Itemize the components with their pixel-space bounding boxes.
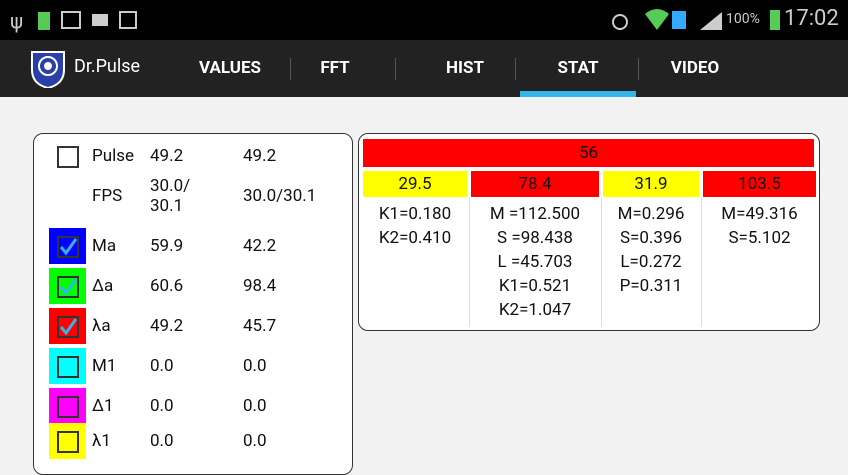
app-title: Dr.Pulse [74,56,141,77]
tab[interactable]: FFT [320,58,350,78]
row-value: 45.7 [243,316,277,336]
values-panel: Pulse 49.2 49.2 FPS 30.0/ 30.1 30.0/30.1 Ma 59.… [33,133,353,475]
row-label: Δa [92,276,114,296]
checkbox[interactable] [57,356,79,378]
row-value: 49.2 [243,146,277,166]
tab-divider [395,58,396,80]
checkbox[interactable] [57,316,79,338]
stat-cell: 78.4 [471,171,599,197]
row-value: 49.2 [150,316,184,336]
row-value: 59.9 [150,236,184,256]
action-bar: Dr.Pulse VALUES FFT HIST STAT VIDEO [0,40,848,97]
row-value: 0.0 [243,396,267,416]
stat-line: K2=0.410 [378,228,452,248]
row-value: 0.0 [243,356,267,376]
checkbox[interactable] [57,431,79,453]
row-value: 60.6 [150,276,184,296]
stat-line: S=0.396 [619,228,683,248]
tab-divider [638,58,639,80]
stat-line: M =112.500 [489,204,581,224]
checkbox[interactable] [57,276,79,298]
tab[interactable]: STAT [557,58,599,78]
column-divider [601,197,602,327]
column-divider [469,197,470,327]
stat-line: K1=0.521 [498,276,572,296]
stat-line: S=5.102 [728,228,791,248]
color-swatch [49,348,86,384]
stat-header: 56 [363,139,814,167]
checkbox[interactable] [57,236,79,258]
row-value: 0.0 [150,431,174,451]
color-swatch [49,423,86,459]
row-value: 0.0 [243,431,267,451]
color-swatch [49,268,86,304]
checkbox[interactable] [57,396,79,418]
row-value: 0.0 [150,396,174,416]
column-divider [701,197,702,327]
row-value: 42.2 [243,236,277,256]
stat-line: L=0.272 [620,252,682,272]
color-swatch [49,388,86,424]
svg-text:ψ: ψ [10,9,23,33]
checkbox[interactable] [57,146,79,168]
stat-cell: 29.5 [363,171,467,197]
row-label: FPS [92,186,123,206]
tab-divider [290,58,291,80]
app-logo [31,51,65,88]
row-value: 30.0/30.1 [243,186,317,206]
stat-line: M=0.296 [617,204,685,224]
stat-panel: 56 29.5 K1=0.180 K2=0.410 78.4 M =112.500 S =9… [358,133,820,331]
stat-line: K2=1.047 [498,300,572,320]
row-label: Δ1 [92,396,114,416]
status-icons: ψ [10,9,780,33]
tab[interactable]: VIDEO [670,58,720,78]
row-value: 49.2 [150,146,184,166]
tab[interactable]: HIST [446,58,484,78]
stat-line: S =98.438 [497,228,573,248]
row-label: Pulse [92,146,135,166]
tab[interactable]: VALUES [198,58,262,78]
row-label: M1 [92,356,117,376]
stat-line: P=0.311 [619,276,683,296]
row-label: λa [92,316,111,336]
tab-indicator [520,91,636,97]
check-mark [59,278,78,296]
tab-divider [515,58,516,80]
row-value: 0.0 [150,356,174,376]
status-bar: ψ 100% 17:02 [0,0,848,40]
stat-line: L =45.703 [497,252,573,272]
row-value: 98.4 [243,276,277,296]
row-value: 30.0/ 30.1 [150,176,191,216]
check-mark [59,318,78,336]
row-label: λ1 [92,431,111,451]
color-swatch [49,228,86,264]
battery-level: 100% [726,11,760,27]
clock: 17:02 [784,6,839,31]
stat-cell: 31.9 [603,171,699,197]
stat-cell: 103.5 [703,171,816,197]
row-label: Ma [92,236,117,256]
check-mark [59,238,78,256]
stat-line: K1=0.180 [378,204,452,224]
color-swatch [49,308,86,344]
stat-line: M=49.316 [721,204,798,224]
